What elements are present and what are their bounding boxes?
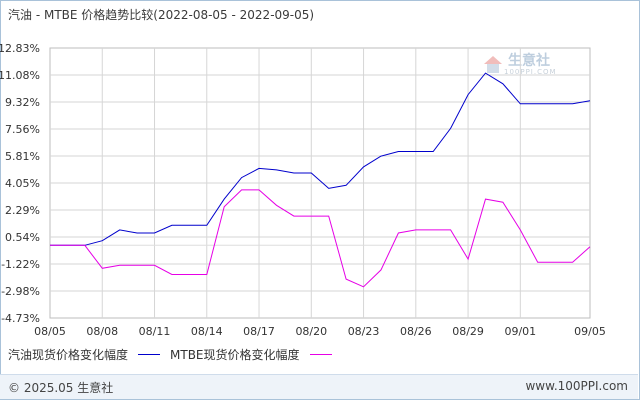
x-tick-label: 08/20 xyxy=(295,325,327,338)
footer-site-link[interactable]: www.100PPI.com xyxy=(525,379,628,393)
x-tick-label: 08/14 xyxy=(191,325,223,338)
y-tick-label: -1.22% xyxy=(1,258,40,271)
x-tick-label: 08/23 xyxy=(348,325,380,338)
y-tick-label: -2.98% xyxy=(1,285,40,298)
y-tick-label: 12.83% xyxy=(0,42,40,55)
x-tick-label: 08/11 xyxy=(139,325,171,338)
y-tick-label: 2.29% xyxy=(5,204,40,217)
footer-copyright: © 2025.05 生意社 xyxy=(8,381,114,395)
watermark-name: 生意社 xyxy=(508,53,550,69)
x-tick-label: 08/29 xyxy=(452,325,484,338)
mtbe-series-line xyxy=(50,189,591,288)
gasoline-series-line xyxy=(50,72,591,246)
y-tick-label: 4.05% xyxy=(5,177,40,190)
y-tick-label: 11.08% xyxy=(0,69,40,82)
legend-swatch-gasoline xyxy=(138,354,161,355)
y-tick-label: 7.56% xyxy=(5,123,40,136)
y-tick-label: -4.73% xyxy=(1,312,40,325)
x-tick-label: 09/01 xyxy=(504,325,536,338)
x-tick-label: 08/05 xyxy=(34,325,66,338)
watermark-logo: 生意社 100PPI.COM xyxy=(482,54,557,76)
footer-bar: © 2025.05 生意社 www.100PPI.com xyxy=(0,374,638,399)
y-tick-label: 5.81% xyxy=(5,150,40,163)
house-icon xyxy=(484,56,502,73)
x-tick-label: 08/17 xyxy=(243,325,275,338)
x-tick-label: 08/26 xyxy=(400,325,432,338)
legend-label-gasoline: 汽油现货价格变化幅度 xyxy=(8,348,129,362)
chart-title: 汽油 - MTBE 价格趋势比较(2022-08-05 - 2022-09-05… xyxy=(8,8,315,22)
chart-legend: 汽油现货价格变化幅度 MTBE现货价格变化幅度 xyxy=(8,346,342,363)
x-tick-label: 09/05 xyxy=(574,325,606,338)
legend-swatch-mtbe xyxy=(309,354,332,355)
y-tick-label: 9.32% xyxy=(5,96,40,109)
legend-label-mtbe: MTBE现货价格变化幅度 xyxy=(170,348,300,362)
x-tick-label: 08/08 xyxy=(86,325,118,338)
watermark-url: 100PPI.COM xyxy=(504,68,557,76)
y-tick-label: 0.54% xyxy=(5,231,40,244)
